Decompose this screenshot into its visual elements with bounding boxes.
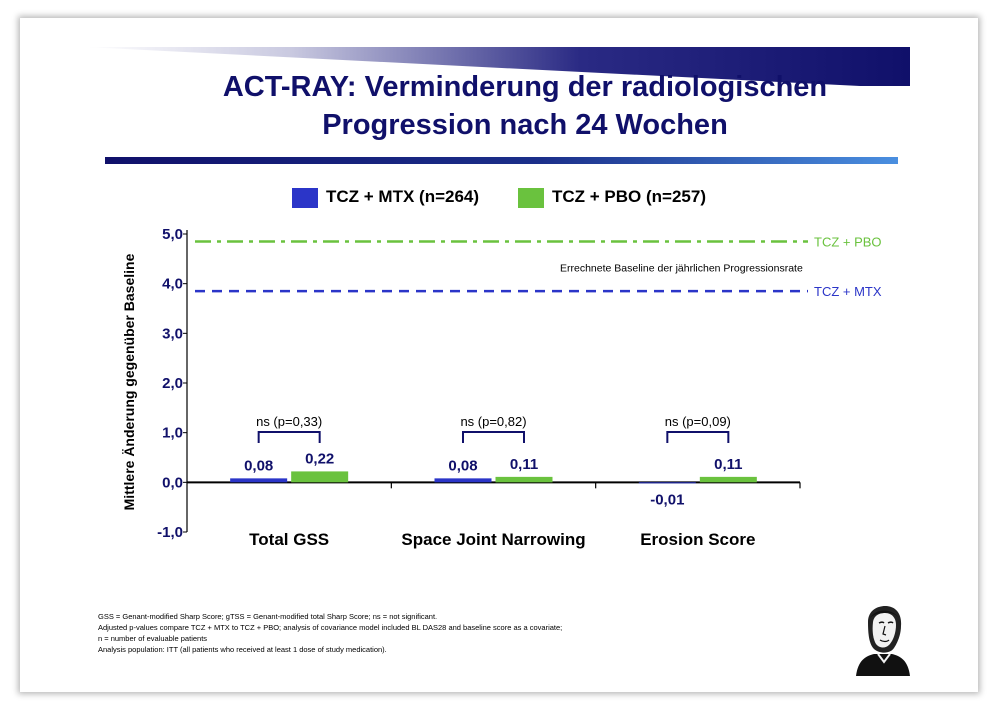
x-category-label: Erosion Score xyxy=(640,530,755,549)
goethe-portrait-logo xyxy=(856,606,910,676)
y-tick-label: 3,0 xyxy=(162,325,183,342)
x-category-label: Space Joint Narrowing xyxy=(401,530,585,549)
footnotes: GSS = Genant-modified Sharp Score; gTSS … xyxy=(98,611,562,655)
legend-label-tcz-pbo: TCZ + PBO (n=257) xyxy=(552,187,706,206)
y-tick-label: -1,0 xyxy=(157,524,183,541)
bar xyxy=(699,476,757,483)
reference-line-label: TCZ + MTX xyxy=(814,284,882,299)
footnote-1: GSS = Genant-modified Sharp Score; gTSS … xyxy=(98,612,438,621)
y-tick-label: 2,0 xyxy=(162,375,183,392)
significance-label: ns (p=0,09) xyxy=(665,414,731,429)
y-tick-label: 5,0 xyxy=(162,226,183,243)
reference-line-label: TCZ + PBO xyxy=(814,234,882,249)
bar-value-label: 0,11 xyxy=(510,456,538,473)
slide-title: ACT-RAY: Verminderung der radiologischen… xyxy=(0,68,1000,144)
significance-label: ns (p=0,82) xyxy=(460,414,526,429)
footnote-2: Adjusted p-values compare TCZ + MTX to T… xyxy=(98,623,563,632)
significance-bracket xyxy=(666,431,730,443)
legend-label-tcz-mtx: TCZ + MTX (n=264) xyxy=(326,187,480,206)
significance-bracket xyxy=(462,431,525,443)
legend-swatch-tcz-pbo xyxy=(518,187,544,208)
bar xyxy=(638,482,696,484)
significance-label: ns (p=0,33) xyxy=(256,414,322,429)
y-tick-label: 0,0 xyxy=(162,474,183,491)
bar xyxy=(291,471,349,483)
bar xyxy=(434,478,492,483)
bar-value-label: 0,22 xyxy=(305,450,334,467)
reference-caption: Errechnete Baseline der jährlichen Progr… xyxy=(560,262,803,274)
bar xyxy=(495,476,553,483)
significance-bracket xyxy=(257,431,321,443)
footnote-4: Analysis population: ITT (all patients w… xyxy=(98,645,387,654)
title-line-1: ACT-RAY: Verminderung der radiologischen xyxy=(222,71,828,103)
footnote-3: n = number of evaluable patients xyxy=(98,634,208,643)
y-tick-label: 4,0 xyxy=(162,276,183,293)
bar-value-label: 0,08 xyxy=(244,457,273,474)
legend-item-tcz-mtx: TCZ + MTX (n=264) xyxy=(292,187,479,208)
bar-value-label: 0,08 xyxy=(448,457,477,474)
y-tick-label: 1,0 xyxy=(162,425,183,442)
legend-swatch-tcz-mtx xyxy=(292,187,318,208)
title-line-2: Progression nach 24 Wochen xyxy=(322,109,728,141)
x-category-label: Total GSS xyxy=(249,530,329,549)
legend-item-tcz-pbo: TCZ + PBO (n=257) xyxy=(518,187,706,208)
bar-value-label: -0,01 xyxy=(650,491,684,508)
bar xyxy=(230,478,288,483)
bar-value-label: 0,11 xyxy=(714,456,742,473)
slide xyxy=(20,18,978,692)
